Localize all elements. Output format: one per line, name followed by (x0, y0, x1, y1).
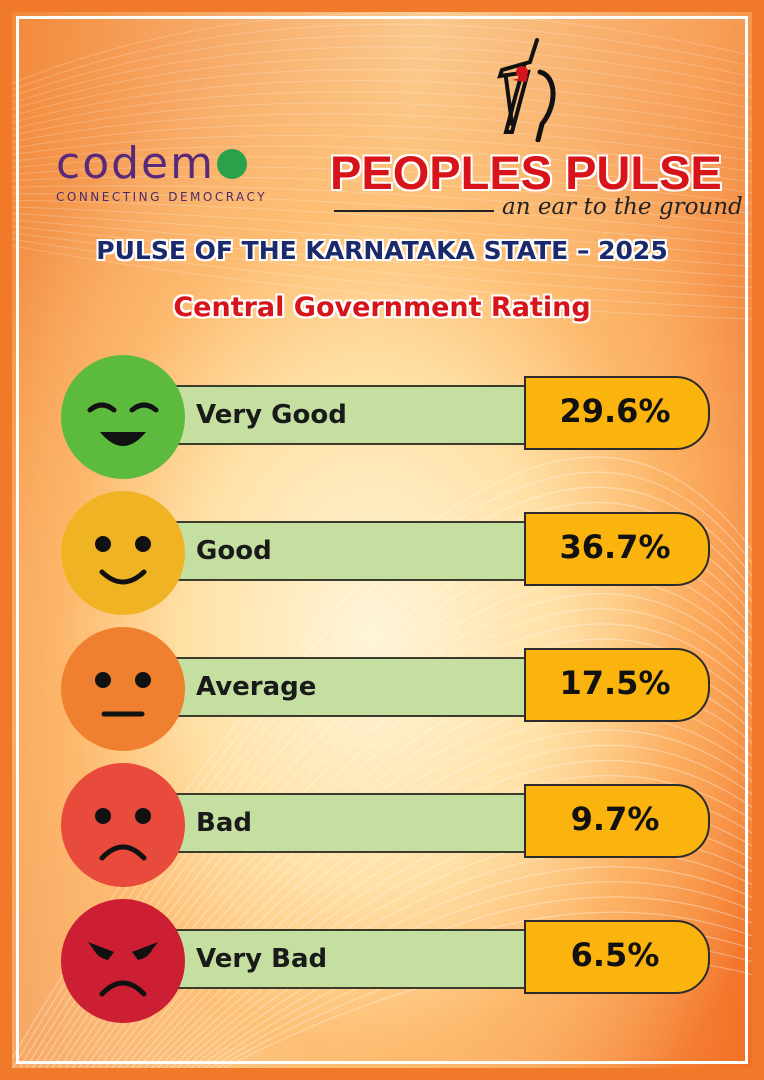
angry-face-icon (58, 896, 188, 1026)
value-label: 17.5% (559, 664, 671, 702)
value-label: 29.6% (559, 392, 671, 430)
value-label: 9.7% (570, 800, 660, 838)
rating-row: Good 36.7% (12, 488, 752, 618)
category-label: Very Good (196, 400, 347, 430)
category-bar (152, 929, 532, 989)
category-label: Bad (196, 808, 252, 838)
chart-subtitle: Central Government Rating (173, 292, 591, 323)
category-label: Average (196, 672, 317, 702)
peoples-pulse-ear-icon (497, 38, 556, 142)
value-pill (524, 784, 710, 858)
value-pill (524, 648, 710, 722)
value-label: 6.5% (570, 936, 660, 974)
value-label: 36.7% (559, 528, 671, 566)
codemo-tagline: CONNECTING DEMOCRACY (56, 190, 268, 204)
codemo-logo: codem CONNECTING DEMOCRACY (56, 142, 316, 205)
category-bar (152, 657, 532, 717)
peoples-pulse-wordmark: PEOPLES PULSE (330, 146, 722, 199)
tagline-rule (334, 210, 494, 212)
category-label: Very Bad (196, 944, 328, 974)
codemo-wordmark: codem (56, 138, 215, 189)
frowning-face-icon (58, 760, 188, 890)
value-pill (524, 920, 710, 994)
category-bar (152, 793, 532, 853)
rating-row: Bad 9.7% (12, 760, 752, 890)
neutral-face-icon (58, 624, 188, 754)
smiling-face-icon (58, 488, 188, 618)
grinning-face-icon (58, 352, 188, 482)
category-bar (152, 385, 532, 445)
codemo-green-dot-icon (216, 149, 247, 179)
page-title: PULSE OF THE KARNATAKA STATE – 2025 (96, 236, 668, 265)
rating-row: Average 17.5% (12, 624, 752, 754)
value-pill (524, 376, 710, 450)
value-pill (524, 512, 710, 586)
rating-row: Very Good 29.6% (12, 352, 752, 482)
peoples-pulse-tagline: an ear to the ground (502, 194, 743, 220)
category-label: Good (196, 536, 272, 566)
rating-row: Very Bad 6.5% (12, 896, 752, 1026)
category-bar (152, 521, 532, 581)
